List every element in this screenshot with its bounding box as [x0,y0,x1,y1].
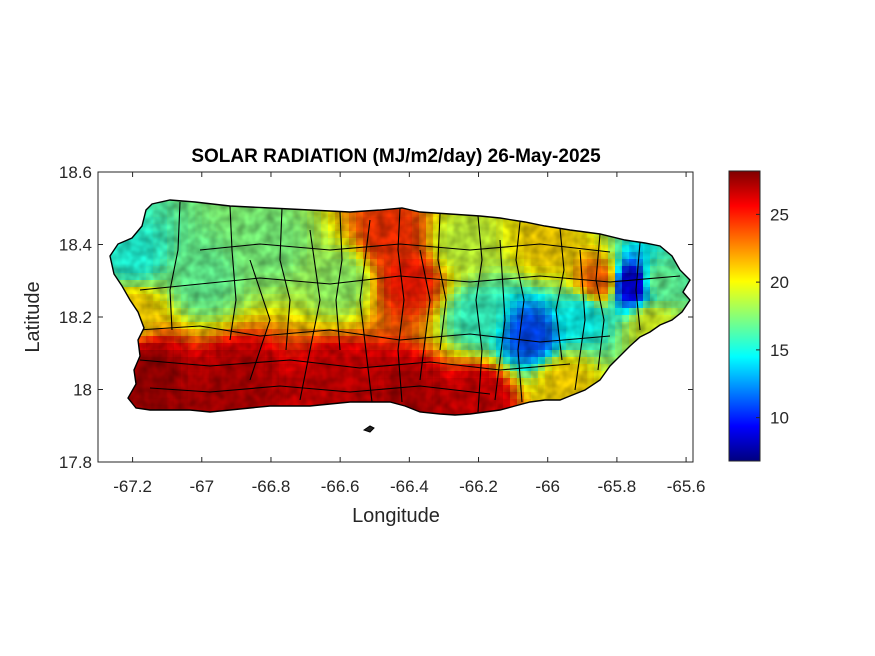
caja-de-muertos-islet [362,425,375,433]
colorbar-tick-label: 10 [770,409,789,428]
coastline [109,199,691,416]
y-tick-label: 18.6 [59,163,92,182]
x-tick-label: -67.2 [113,477,152,496]
y-tick-label: 18 [73,381,92,400]
colorbar-tick-label: 20 [770,273,789,292]
x-tick-label: -66 [535,477,560,496]
y-axis-label: Latitude [22,281,44,352]
x-tick-label: -66.2 [459,477,498,496]
x-tick-label: -66.8 [252,477,291,496]
y-tick-label: 18.2 [59,308,92,327]
colorbar-tick-label: 15 [770,341,789,360]
y-axis: 17.8 18 18.2 18.4 18.6 [59,163,693,472]
y-tick-label: 18.4 [59,236,92,255]
x-axis: -67.2 -67 -66.8 -66.6 -66.4 -66.2 -66 -65.8 -65.… [113,172,705,496]
colorbar-ticks: 10 15 20 25 [756,205,789,428]
colorbar: 10 15 20 25 [728,170,789,462]
colorbar-tick-label: 25 [770,205,789,224]
x-tick-label: -65.6 [667,477,706,496]
x-tick-label: -66.6 [321,477,360,496]
chart-title: SOLAR RADIATION (MJ/m2/day) 26-May-2025 [191,146,601,167]
x-axis-label: Longitude [352,505,440,527]
colorbar-gradient [728,170,761,462]
x-tick-label: -65.8 [598,477,637,496]
x-tick-label: -66.4 [390,477,429,496]
y-tick-label: 17.8 [59,453,92,472]
municipal-boundaries [137,201,681,413]
plot-area: -67.2 -67 -66.8 -66.6 -66.4 -66.2 -66 -65.8 -65.… [59,163,706,496]
x-tick-label: -67 [189,477,214,496]
